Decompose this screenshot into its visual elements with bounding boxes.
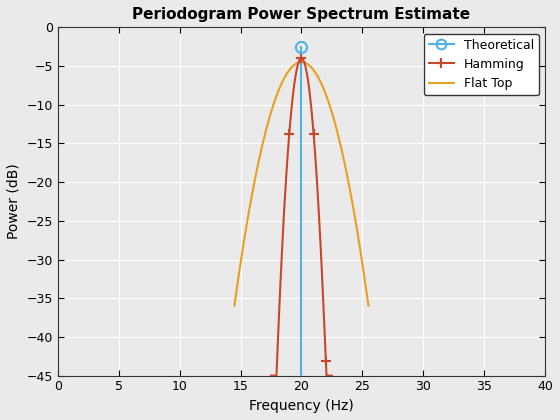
Title: Periodogram Power Spectrum Estimate: Periodogram Power Spectrum Estimate bbox=[132, 7, 470, 22]
Y-axis label: Power (dB): Power (dB) bbox=[7, 163, 21, 239]
Legend: Theoretical, Hamming, Flat Top: Theoretical, Hamming, Flat Top bbox=[423, 34, 539, 95]
X-axis label: Frequency (Hz): Frequency (Hz) bbox=[249, 399, 354, 413]
